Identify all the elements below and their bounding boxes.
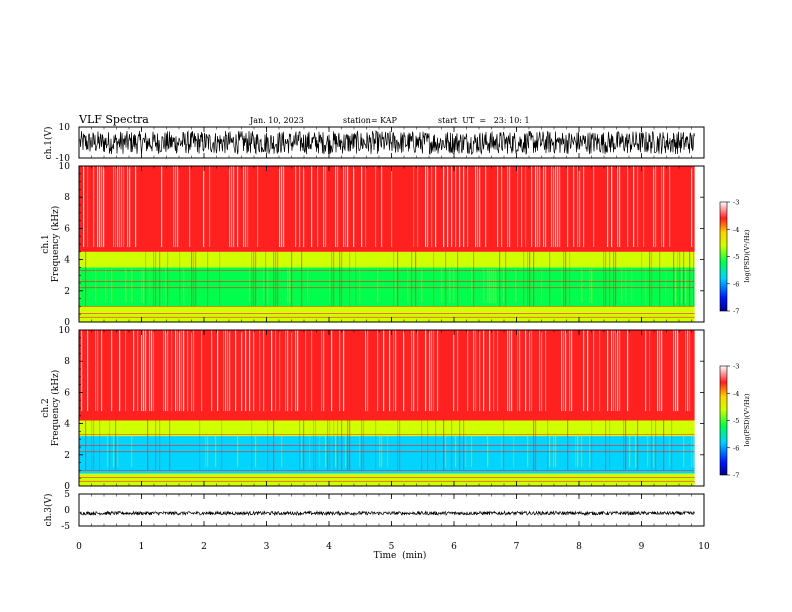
ch1-spec-ytick-label: 10 bbox=[59, 162, 71, 172]
ch2-colorbar-tick-label: -6 bbox=[733, 444, 739, 452]
ch2-spec-ytick-label: 6 bbox=[64, 388, 70, 398]
ch2-spec-band-0 bbox=[79, 473, 695, 486]
ch3-waveform-line bbox=[79, 510, 695, 517]
ch1-colorbar: -3 -4 -5 -6 -7 log(PSD)(V²/Hz) bbox=[719, 199, 751, 316]
ch2-spec-ytick-label: 0 bbox=[64, 482, 70, 492]
ch1-colorbar-gradient bbox=[719, 201, 728, 312]
ch3-ytick-mid: 0 bbox=[64, 506, 70, 516]
ch3-ytick-top: 5 bbox=[64, 490, 70, 500]
time-axis-tick-label: 5 bbox=[389, 542, 395, 552]
ch1-spec-ytick-label: 4 bbox=[64, 256, 70, 266]
ch1-spec-ylabel-line2: Frequency (kHz) bbox=[50, 206, 61, 283]
ch2-spec-ytick-label: 4 bbox=[64, 420, 70, 430]
ch1-spectrogram-panel: 0 2 4 6 8 10 ch.1 Frequency (kHz) -3 -4 -5 -6 -7 … bbox=[41, 162, 751, 328]
time-axis-tick-label: 2 bbox=[201, 542, 207, 552]
ch2-spec-band-3 bbox=[79, 330, 695, 421]
ch1-waveform-panel: 10 -10 ch.1(V) bbox=[43, 123, 705, 164]
time-axis-label: Time (min) bbox=[374, 550, 427, 561]
ch1-spec-ytick-label: 8 bbox=[64, 193, 70, 203]
ch2-spectrogram-image bbox=[79, 330, 695, 486]
ch1-spec-ylabel-line1: ch.1 bbox=[41, 234, 51, 253]
ch1-spec-ytick-label: 6 bbox=[64, 224, 70, 234]
ch3-waveform-trace bbox=[79, 510, 695, 517]
ch2-colorbar-gradient bbox=[719, 365, 728, 476]
time-axis-tick-label: 3 bbox=[264, 542, 270, 552]
ch1-waveform-trace bbox=[79, 130, 695, 155]
ch3-ylabel: ch.3(V) bbox=[43, 494, 54, 527]
ch2-spec-ytick-label: 2 bbox=[64, 451, 70, 461]
ch1-ytick-bottom: -10 bbox=[56, 154, 71, 164]
time-axis-tick-label: 8 bbox=[576, 542, 582, 552]
ch1-spec-ytick-label: 2 bbox=[64, 287, 70, 297]
ch2-colorbar-tick-label: -7 bbox=[733, 472, 739, 480]
time-axis-tick-label: 6 bbox=[451, 542, 457, 552]
ch2-colorbar: -3 -4 -5 -6 -7 log(PSD)(V²/Hz) bbox=[719, 363, 751, 480]
ch1-colorbar-tick-label: -6 bbox=[733, 280, 739, 288]
time-axis-tick-label: 9 bbox=[639, 542, 645, 552]
time-axis-tick-label: 1 bbox=[139, 542, 145, 552]
ch1-colorbar-tick-label: -5 bbox=[733, 253, 739, 261]
ch1-spec-ytick-label: 0 bbox=[64, 318, 70, 328]
start-time-label: start UT = 23: 10: 1 bbox=[438, 116, 530, 125]
time-axis-tick-label: 4 bbox=[326, 542, 332, 552]
ch2-colorbar-tick-label: -3 bbox=[733, 363, 739, 371]
time-axis-tick-label: 7 bbox=[514, 542, 520, 552]
time-axis-tick-label: 0 bbox=[76, 542, 82, 552]
ch2-spectrogram-panel: 0 2 4 6 8 10 ch.2 Frequency (kHz) -3 -4 -5 -6 -7 … bbox=[41, 326, 751, 492]
ch2-spec-ytick-label: 10 bbox=[59, 326, 71, 336]
ch1-colorbar-tick-label: -7 bbox=[733, 308, 739, 316]
ch1-ytick-top: 10 bbox=[59, 123, 71, 133]
ch2-spec-ylabel-line1: ch.2 bbox=[41, 398, 51, 417]
ch3-ytick-bottom: -5 bbox=[61, 522, 70, 532]
ch1-spec-band-1 bbox=[79, 306, 695, 313]
ch2-spec-ylabel-line2: Frequency (kHz) bbox=[50, 370, 61, 447]
ch3-waveform-panel: 5 0 -5 ch.3(V) bbox=[43, 490, 705, 532]
ch1-spec-texture bbox=[79, 166, 695, 307]
ch1-spectrogram-image bbox=[79, 166, 695, 322]
ch2-colorbar-label: log(PSD)(V²/Hz) bbox=[743, 393, 751, 446]
ch2-spec-band-1 bbox=[79, 436, 695, 474]
date-label: Jan. 10, 2023 bbox=[249, 116, 304, 125]
ch2-spec-ytick-label: 8 bbox=[64, 357, 70, 367]
figure-title: VLF Spectra bbox=[78, 113, 149, 126]
time-axis: 0 1 2 3 4 5 6 7 8 9 10 bbox=[76, 127, 710, 552]
ch1-ylabel: ch.1(V) bbox=[43, 127, 54, 160]
ch1-spec-band-3 bbox=[79, 251, 695, 268]
station-label: station= KAP bbox=[343, 116, 398, 125]
time-axis-tick-label: 10 bbox=[698, 542, 710, 552]
ch1-colorbar-label: log(PSD)(V²/Hz) bbox=[743, 229, 751, 282]
ch1-spec-band-2 bbox=[79, 267, 695, 307]
ch1-colorbar-tick-label: -3 bbox=[733, 199, 739, 207]
ch1-spec-band-4 bbox=[79, 166, 695, 252]
ch2-spec-band-2 bbox=[79, 420, 695, 437]
ch2-spec-texture bbox=[81, 330, 695, 471]
ch1-waveform-line bbox=[79, 130, 695, 155]
ch2-colorbar-tick-label: -4 bbox=[733, 390, 739, 398]
ch2-colorbar-tick-label: -5 bbox=[733, 417, 739, 425]
ch1-colorbar-tick-label: -4 bbox=[733, 226, 739, 234]
